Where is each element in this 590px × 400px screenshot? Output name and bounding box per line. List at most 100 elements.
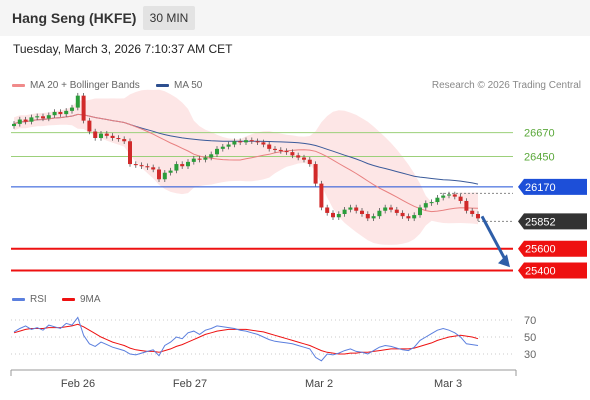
candle-body [75, 95, 80, 108]
candle-body [220, 146, 225, 149]
candle-body [429, 202, 434, 204]
candle-body [354, 207, 359, 211]
candle-body [249, 140, 254, 142]
rsi-level-label-50: 50 [524, 332, 536, 344]
candle-body [470, 210, 475, 214]
candle-body [302, 157, 306, 160]
candle-body [412, 215, 417, 219]
ma50-label: MA 50 [174, 80, 203, 91]
ma20-swatch [12, 83, 25, 87]
candle-body [371, 216, 376, 219]
support-label-25400: 25400 [525, 265, 556, 277]
candle-body [116, 138, 121, 140]
candle-body [389, 207, 393, 210]
ma9-label: 9MA [80, 294, 101, 305]
candle-body [342, 209, 347, 214]
candle-body [423, 203, 428, 208]
candle-body [139, 165, 144, 167]
pivot-label: 26170 [525, 182, 556, 194]
instrument-title: Hang Seng (HKFE) [12, 10, 137, 26]
candle-body [133, 164, 138, 166]
x-tick-label: Feb 26 [61, 378, 95, 390]
timestamp: Tuesday, March 3, 2026 7:10:37 AM CET [13, 42, 233, 56]
copyright: Research © 2026 Trading Central [431, 80, 581, 91]
candle-body [70, 107, 74, 111]
candle-body [307, 159, 312, 165]
candle-body [29, 117, 34, 122]
candle-body [93, 131, 98, 138]
candle-body [99, 133, 103, 138]
candle-body [244, 140, 248, 143]
candle-body [197, 158, 202, 160]
candle-body [313, 164, 318, 184]
x-tick-label: Mar 2 [305, 378, 333, 390]
candle-body [400, 212, 405, 217]
candle-body [58, 111, 63, 115]
pivot-marker [518, 178, 587, 195]
support-label-25600: 25600 [525, 244, 556, 256]
candle-body [157, 169, 161, 180]
projection-arrow-head [498, 254, 510, 268]
candle-body [162, 172, 167, 180]
candle-body [191, 158, 196, 162]
last-price-marker [518, 213, 587, 230]
candle-body [104, 133, 109, 136]
candle-body [87, 120, 92, 132]
candle-body [278, 149, 283, 152]
candle-body [452, 194, 457, 197]
candle-body [418, 207, 422, 216]
candle-body [41, 116, 45, 119]
candle-body [215, 148, 219, 155]
candle-body [273, 148, 277, 150]
projection-arrow-shaft [480, 215, 508, 262]
candle-body [203, 157, 208, 160]
interval-button[interactable]: 30 MIN [143, 6, 195, 30]
candle-body [122, 139, 127, 142]
last-price-label: 25852 [525, 216, 556, 228]
support-marker-25400 [518, 262, 587, 279]
candle-body [476, 214, 480, 219]
candle-body [441, 195, 446, 198]
candle-body [319, 183, 324, 208]
candle-body [360, 210, 364, 214]
candle-body [17, 119, 22, 124]
candle-body [232, 141, 237, 145]
candle-body [377, 210, 382, 217]
bollinger-band [14, 89, 478, 245]
candle-body [255, 141, 260, 143]
rsi-level-label-30: 30 [524, 349, 536, 361]
candle-body [23, 119, 28, 122]
candle-body [331, 212, 335, 218]
candle-body [46, 115, 51, 119]
candle-body [296, 155, 301, 158]
candle-body [168, 170, 173, 173]
candle-body [35, 116, 40, 118]
candle-body [238, 141, 243, 143]
x-tick-label: Feb 27 [173, 378, 207, 390]
candle-body [267, 144, 272, 149]
candle-body [128, 141, 132, 165]
candle-body [394, 209, 399, 213]
rsi-line [13, 316, 479, 362]
support-marker-25600 [518, 240, 587, 257]
candle-body [186, 161, 190, 167]
candle-body [348, 207, 353, 210]
ma50-swatch [156, 83, 169, 87]
candle-body [64, 110, 69, 115]
legend-ma20: MA 20 + Bollinger Bands [12, 80, 140, 91]
rsi-level-label-70: 70 [524, 315, 536, 327]
candle-body [180, 164, 185, 167]
chart-header: Hang Seng (HKFE) 30 MIN [0, 0, 590, 36]
rsi-swatch [12, 297, 25, 301]
candle-body [447, 194, 451, 196]
candle-body [336, 214, 341, 218]
rsi-label: RSI [30, 294, 47, 305]
candle-body [226, 144, 231, 147]
ma20-label: MA 20 + Bollinger Bands [30, 80, 140, 91]
candle-body [261, 142, 266, 145]
ma20-line [13, 113, 479, 213]
resistance-label-26670: 26670 [524, 128, 555, 140]
candle-body [406, 216, 411, 219]
candle-body [12, 123, 16, 127]
